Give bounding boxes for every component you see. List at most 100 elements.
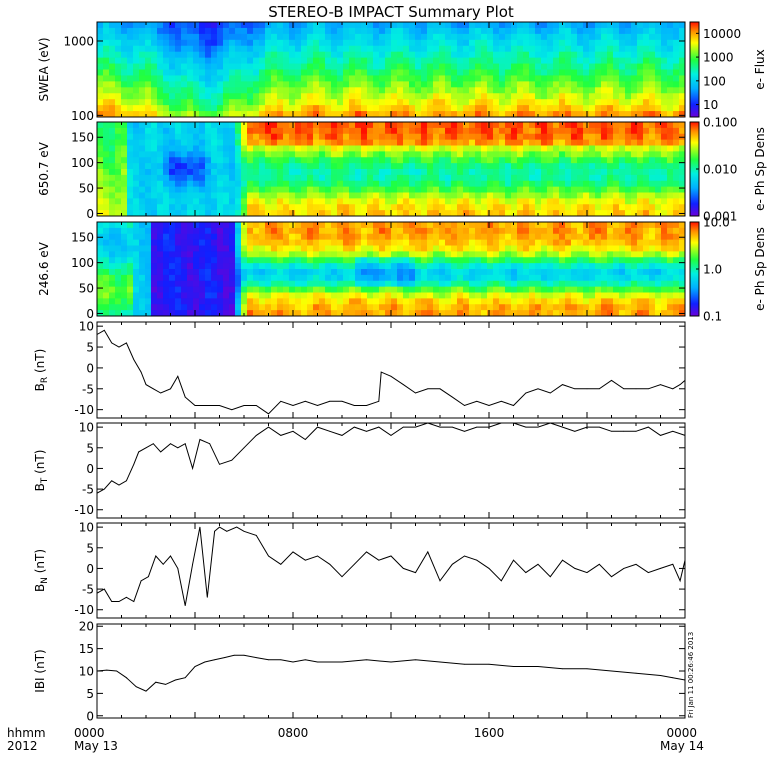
heatmap-cell bbox=[145, 233, 152, 241]
heatmap-cell bbox=[211, 298, 218, 305]
heatmap-cell bbox=[169, 280, 176, 288]
heatmap-cell bbox=[343, 163, 350, 170]
heatmap-cell bbox=[199, 192, 206, 199]
heatmap-cell bbox=[211, 169, 218, 176]
heatmap-cell bbox=[169, 163, 176, 170]
heatmap-cell bbox=[301, 180, 308, 188]
heatmap-cell bbox=[655, 57, 662, 65]
heatmap-cell bbox=[595, 239, 602, 247]
heatmap-cell bbox=[421, 145, 428, 152]
heatmap-cell bbox=[139, 111, 146, 118]
heatmap-cell bbox=[97, 157, 104, 164]
heatmap-cell bbox=[241, 298, 248, 305]
heatmap-cell bbox=[181, 227, 188, 235]
heatmap-cell bbox=[367, 133, 374, 141]
heatmap-cell bbox=[271, 99, 278, 106]
heatmap-cell bbox=[553, 245, 560, 252]
heatmap-cell bbox=[601, 263, 608, 270]
heatmap-cell bbox=[349, 39, 356, 47]
heatmap-cell bbox=[487, 122, 494, 129]
heatmap-cell bbox=[133, 292, 140, 299]
heatmap-cell bbox=[589, 222, 596, 229]
heatmap-cell bbox=[661, 145, 668, 152]
heatmap-cell bbox=[241, 263, 248, 270]
heatmap-cell bbox=[325, 180, 332, 188]
heatmap-cell bbox=[319, 127, 326, 135]
heatmap-cell bbox=[433, 81, 440, 88]
heatmap-cell bbox=[283, 198, 290, 205]
heatmap-cell bbox=[493, 33, 500, 41]
heatmap-cell bbox=[493, 263, 500, 270]
heatmap-cell bbox=[109, 87, 116, 94]
heatmap-cell bbox=[193, 51, 200, 59]
heatmap-cell bbox=[127, 186, 134, 194]
heatmap-cell bbox=[121, 122, 128, 129]
heatmap-cell bbox=[247, 127, 254, 135]
heatmap-cell bbox=[565, 69, 572, 76]
heatmap-cell bbox=[259, 286, 266, 294]
heatmap-cell bbox=[367, 157, 374, 164]
heatmap-cell bbox=[517, 180, 524, 188]
heatmap-cell bbox=[673, 174, 680, 182]
heatmap-cell bbox=[211, 51, 218, 59]
heatmap-cell bbox=[181, 257, 188, 264]
heatmap-cell bbox=[565, 133, 572, 141]
heatmap-cell bbox=[433, 105, 440, 112]
heatmap-cell bbox=[319, 227, 326, 235]
heatmap-cell bbox=[181, 22, 188, 29]
heatmap-cell bbox=[265, 174, 272, 182]
heatmap-cell bbox=[181, 286, 188, 294]
heatmap-cell bbox=[499, 145, 506, 152]
heatmap-cell bbox=[295, 39, 302, 47]
heatmap-cell bbox=[457, 233, 464, 241]
heatmap-cell bbox=[571, 111, 578, 118]
heatmap-cell bbox=[247, 257, 254, 264]
heatmap-cell bbox=[295, 198, 302, 205]
heatmap-cell bbox=[397, 245, 404, 252]
heatmap-cell bbox=[565, 210, 572, 217]
heatmap-cell bbox=[331, 27, 338, 35]
heatmap-cell bbox=[217, 69, 224, 76]
heatmap-cell bbox=[253, 33, 260, 41]
heatmap-cell bbox=[175, 111, 182, 118]
heatmap-cell bbox=[415, 245, 422, 252]
heatmap-cell bbox=[463, 105, 470, 112]
heatmap-cell bbox=[367, 75, 374, 82]
heatmap-cell bbox=[403, 81, 410, 88]
heatmap-cell bbox=[277, 245, 284, 252]
heatmap-cell bbox=[163, 204, 170, 211]
heatmap-cell bbox=[625, 45, 632, 53]
heatmap-cell bbox=[349, 169, 356, 176]
heatmap-cell bbox=[289, 69, 296, 76]
heatmap-cell bbox=[517, 127, 524, 135]
heatmap-cell bbox=[235, 251, 242, 258]
heatmap-cell bbox=[355, 174, 362, 182]
heatmap-cell bbox=[433, 122, 440, 129]
heatmap-cell bbox=[133, 157, 140, 164]
heatmap-cell bbox=[541, 169, 548, 176]
heatmap-cell bbox=[535, 263, 542, 270]
heatmap-cell bbox=[625, 145, 632, 152]
heatmap-cell bbox=[451, 298, 458, 305]
heatmap-cell bbox=[541, 245, 548, 252]
heatmap-cell bbox=[295, 51, 302, 59]
heatmap-cell bbox=[679, 245, 686, 252]
heatmap-cell bbox=[223, 151, 230, 158]
heatmap-cell bbox=[565, 186, 572, 194]
heatmap-cell bbox=[343, 33, 350, 41]
heatmap-cell bbox=[373, 298, 380, 305]
heatmap-cell bbox=[445, 81, 452, 88]
heatmap-cell bbox=[427, 81, 434, 88]
heatmap-cell bbox=[193, 139, 200, 147]
heatmap-cell bbox=[235, 222, 242, 229]
heatmap-cell bbox=[589, 93, 596, 100]
heatmap-cell bbox=[379, 157, 386, 164]
heatmap-cell bbox=[313, 111, 320, 118]
heatmap-cell bbox=[643, 27, 650, 35]
heatmap-cell bbox=[415, 22, 422, 29]
heatmap-cell bbox=[115, 127, 122, 135]
heatmap-cell bbox=[637, 87, 644, 94]
heatmap-cell bbox=[589, 99, 596, 106]
heatmap-cell bbox=[457, 239, 464, 247]
heatmap-cell bbox=[139, 304, 146, 311]
